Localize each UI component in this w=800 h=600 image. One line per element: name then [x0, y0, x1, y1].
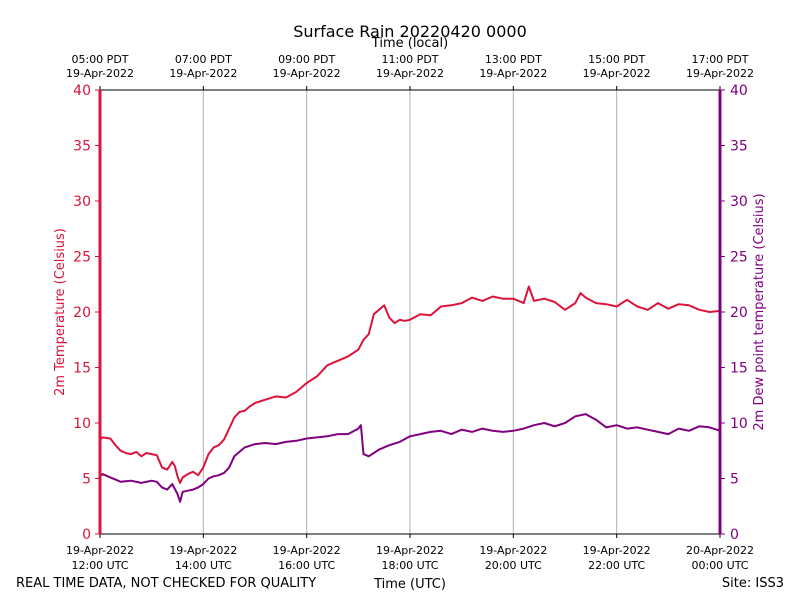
- x-tick-label-bottom-date: 20-Apr-2022: [686, 544, 754, 557]
- x-tick-label-bottom-time: 00:00 UTC: [691, 559, 748, 572]
- x-tick-label-bottom-date: 19-Apr-2022: [376, 544, 444, 557]
- y-tick-label-left: 40: [73, 83, 91, 99]
- x-tick-label-bottom-date: 19-Apr-2022: [273, 544, 341, 557]
- x-tick-label-bottom-time: 16:00 UTC: [278, 559, 335, 572]
- top-axis-label: Time (local): [371, 36, 448, 51]
- x-tick-label-top-time: 05:00 PDT: [71, 53, 128, 66]
- y-tick-label-left: 20: [73, 305, 91, 321]
- series-layer: [99, 285, 721, 503]
- x-tick-label-top-time: 11:00 PDT: [381, 53, 438, 66]
- temperature-line: [99, 285, 721, 484]
- x-tick-label-bottom-date: 19-Apr-2022: [583, 544, 651, 557]
- y-tick-label-left: 0: [82, 527, 91, 543]
- x-tick-label-top-date: 19-Apr-2022: [583, 67, 651, 80]
- x-tick-label-bottom-time: 22:00 UTC: [588, 559, 645, 572]
- x-tick-label-top-time: 09:00 PDT: [278, 53, 335, 66]
- y-tick-label-right: 35: [730, 139, 748, 155]
- x-tick-label-top-date: 19-Apr-2022: [169, 67, 237, 80]
- x-tick-label-top-date: 19-Apr-2022: [66, 67, 134, 80]
- y-axis-left-label: 2m Temperature (Celsius): [53, 228, 68, 396]
- y-tick-label-left: 15: [73, 361, 91, 377]
- x-tick-label-bottom-time: 12:00 UTC: [71, 559, 128, 572]
- site-label: Site: ISS3: [722, 576, 784, 591]
- y-tick-label-left: 30: [73, 194, 91, 210]
- y-tick-label-right: 40: [730, 83, 748, 99]
- y-tick-label-right: 5: [730, 472, 739, 488]
- y-tick-label-right: 20: [730, 305, 748, 321]
- x-tick-label-bottom-time: 18:00 UTC: [381, 559, 438, 572]
- x-axis-label: Time (UTC): [373, 577, 446, 592]
- x-tick-label-top-time: 07:00 PDT: [175, 53, 232, 66]
- x-tick-label-top-time: 15:00 PDT: [588, 53, 645, 66]
- y-tick-label-right: 0: [730, 527, 739, 543]
- y-axis-right-label: 2m Dew point temperature (Celsius): [752, 193, 767, 430]
- quality-disclaimer: REAL TIME DATA, NOT CHECKED FOR QUALITY: [16, 576, 316, 591]
- x-tick-label-top-date: 19-Apr-2022: [273, 67, 341, 80]
- y-tick-label-left: 35: [73, 139, 91, 155]
- x-tick-label-top-date: 19-Apr-2022: [479, 67, 547, 80]
- y-tick-label-right: 25: [730, 250, 748, 266]
- x-tick-label-bottom-time: 20:00 UTC: [485, 559, 542, 572]
- x-tick-label-top-time: 13:00 PDT: [485, 53, 542, 66]
- x-tick-label-bottom-date: 19-Apr-2022: [479, 544, 547, 557]
- tick-layer: 19-Apr-2022 12:00 UTC 19-Apr-2022 14:00 UTC…: [66, 53, 754, 572]
- x-tick-label-top-date: 19-Apr-2022: [686, 67, 754, 80]
- x-tick-label-top-date: 19-Apr-2022: [376, 67, 444, 80]
- y-tick-label-left: 25: [73, 250, 91, 266]
- x-tick-label-bottom-date: 19-Apr-2022: [66, 544, 134, 557]
- y-tick-label-right: 30: [730, 194, 748, 210]
- x-tick-label-bottom-time: 14:00 UTC: [175, 559, 232, 572]
- y-tick-label-right: 10: [730, 416, 748, 432]
- dewpoint-line: [99, 413, 721, 503]
- chart-title: Surface Rain 20220420 0000: [293, 22, 527, 41]
- y-tick-label-right: 15: [730, 361, 748, 377]
- grid-lines: [202, 90, 618, 534]
- x-tick-label-top-time: 17:00 PDT: [691, 53, 748, 66]
- y-tick-label-left: 10: [73, 416, 91, 432]
- x-tick-label-bottom-date: 19-Apr-2022: [169, 544, 237, 557]
- y-tick-label-left: 5: [82, 472, 91, 488]
